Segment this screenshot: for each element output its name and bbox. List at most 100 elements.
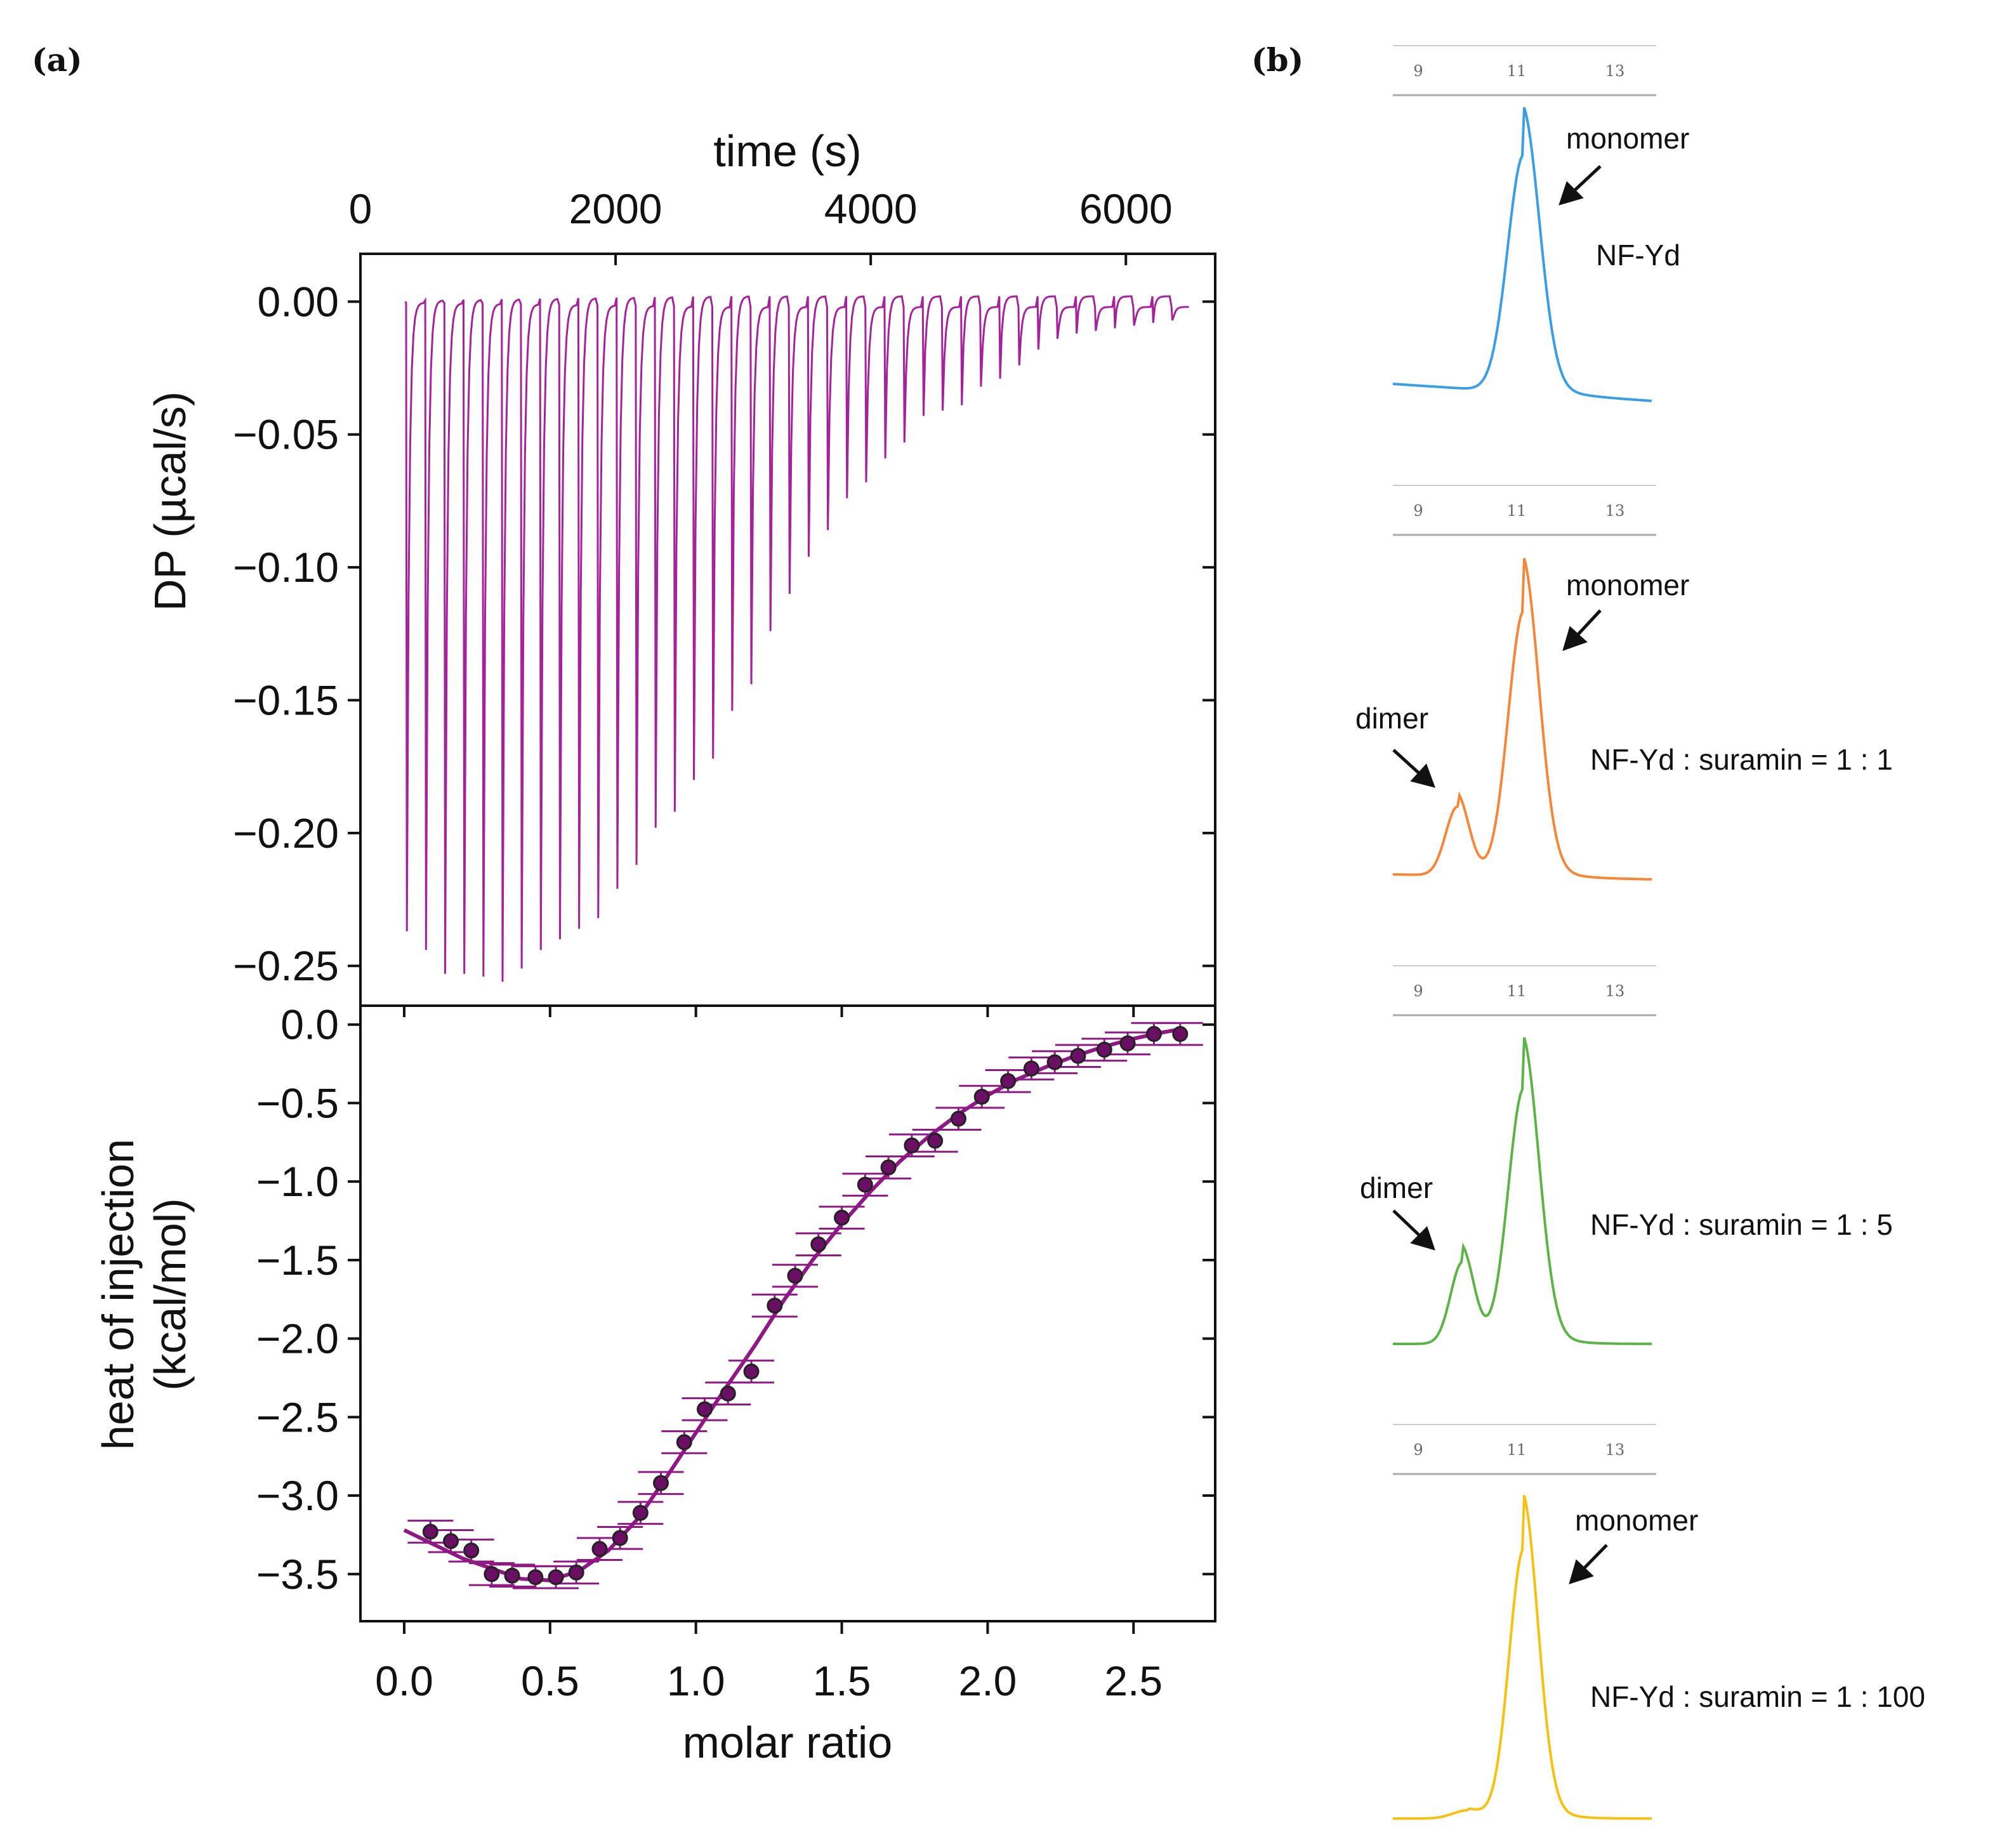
sec-trace-3 xyxy=(1393,1037,1652,1345)
annotation-dimer-2: dimer xyxy=(1355,702,1428,735)
annotation-monomer-4: monomer xyxy=(1575,1504,1698,1537)
sec-label-3: NF-Yd : suramin = 1 : 5 xyxy=(1590,1208,1893,1241)
data-point xyxy=(857,1176,873,1193)
data-point xyxy=(484,1566,500,1582)
data-point xyxy=(1046,1054,1063,1070)
isotherm-x-tick-label: 1.5 xyxy=(813,1657,871,1704)
isotherm-x-tick-label: 0.5 xyxy=(521,1657,579,1704)
data-point xyxy=(880,1159,897,1176)
isotherm-y-tick-label: −1.0 xyxy=(256,1158,339,1205)
data-point xyxy=(1023,1060,1039,1077)
isotherm-x-tick-label: 2.5 xyxy=(1104,1657,1163,1704)
data-point xyxy=(904,1137,920,1154)
data-point xyxy=(743,1364,760,1380)
annotation-monomer-1: monomer xyxy=(1566,122,1689,155)
sec-tick-label: 11 xyxy=(1507,982,1527,1000)
data-point xyxy=(1172,1026,1189,1043)
panel-label-a: (a) xyxy=(32,41,82,79)
isotherm-y-tick-label: −2.5 xyxy=(256,1393,339,1440)
data-point xyxy=(973,1089,990,1105)
isotherm-x-label: molar ratio xyxy=(683,1718,893,1767)
itc-thermogram-chart: time (s) DP (µcal/s) 0 2000 4000 6000 0.00 −0… xyxy=(145,126,1216,1007)
data-point xyxy=(834,1209,850,1226)
data-point xyxy=(1070,1048,1086,1064)
data-point xyxy=(527,1569,544,1586)
arrow-monomer-4 xyxy=(1569,1544,1608,1584)
annotation-dimer-3: dimer xyxy=(1360,1171,1433,1204)
arrow-monomer-2 xyxy=(1562,609,1602,651)
sec-trace-4 xyxy=(1393,1494,1652,1820)
isotherm-x-tick-label: 2.0 xyxy=(959,1657,1017,1704)
sec-profiles-panel: 9 11 13 9 11 13 9 11 13 9 11 13 NF-Yd NF-Yd : suram… xyxy=(1355,45,1925,1820)
data-point xyxy=(1119,1035,1136,1051)
thermogram-trace xyxy=(404,295,1189,982)
arrow-dimer-3 xyxy=(1392,1209,1435,1251)
arrow-dimer-2 xyxy=(1392,749,1435,788)
data-point xyxy=(443,1533,459,1549)
data-point xyxy=(591,1541,608,1557)
isotherm-y-label: heat of injection xyxy=(93,1139,143,1450)
data-point xyxy=(950,1110,966,1127)
data-point xyxy=(568,1564,584,1581)
sec-tick-label: 13 xyxy=(1605,502,1625,520)
isotherm-x-tick-label: 0.0 xyxy=(375,1657,433,1704)
isotherm-fit-curve xyxy=(403,1027,1181,1582)
data-point xyxy=(422,1523,438,1540)
sec-tick-label: 9 xyxy=(1413,502,1423,520)
isotherm-y-tick-label: −1.5 xyxy=(256,1237,339,1284)
sec-tick-label: 13 xyxy=(1605,1441,1625,1459)
panel-label-b: (b) xyxy=(1251,41,1303,79)
sec-label-1: NF-Yd xyxy=(1596,239,1680,272)
thermogram-x-tick-label: 0 xyxy=(349,185,372,232)
sec-trace-1 xyxy=(1392,107,1652,402)
sec-tick-label: 13 xyxy=(1605,982,1625,1000)
isotherm-y-label-units: (kcal/mol) xyxy=(145,1198,195,1390)
isotherm-y-tick-label: 0.0 xyxy=(280,1001,339,1048)
thermogram-y-tick-label: 0.00 xyxy=(258,278,339,325)
data-point xyxy=(720,1385,736,1402)
data-point xyxy=(927,1133,944,1149)
isotherm-y-tick-label: −3.5 xyxy=(256,1551,339,1598)
sec-trace-2 xyxy=(1392,558,1652,881)
data-point xyxy=(1096,1041,1112,1058)
thermogram-y-tick-label: −0.15 xyxy=(233,676,339,723)
sec-label-4: NF-Yd : suramin = 1 : 100 xyxy=(1590,1680,1925,1713)
data-point xyxy=(1000,1073,1017,1089)
isotherm-y-tick-label: −2.0 xyxy=(256,1315,339,1362)
thermogram-y-tick-label: −0.05 xyxy=(233,411,339,458)
thermogram-x-label: time (s) xyxy=(713,126,861,176)
data-point xyxy=(1145,1026,1162,1043)
thermogram-y-label: DP (µcal/s) xyxy=(145,391,195,611)
data-point xyxy=(676,1434,692,1451)
arrow-monomer-1 xyxy=(1558,165,1602,206)
thermogram-y-tick-label: −0.25 xyxy=(233,942,339,989)
isotherm-frame xyxy=(359,1004,1216,1622)
thermogram-x-tick-label: 6000 xyxy=(1079,185,1173,232)
sec-tick-label: 11 xyxy=(1507,1441,1527,1459)
sec-label-2: NF-Yd : suramin = 1 : 1 xyxy=(1590,743,1893,776)
data-point xyxy=(504,1567,520,1584)
data-point xyxy=(463,1543,480,1559)
isotherm-y-tick-label: −3.0 xyxy=(256,1472,339,1519)
isotherm-y-tick-label: −0.5 xyxy=(256,1079,339,1126)
data-point xyxy=(612,1530,628,1546)
isotherm-x-tick-label: 1.0 xyxy=(667,1657,725,1704)
thermogram-y-tick-label: −0.20 xyxy=(233,810,339,857)
data-point xyxy=(787,1268,803,1284)
sec-tick-label: 9 xyxy=(1413,1441,1423,1459)
data-point xyxy=(810,1236,827,1253)
sec-tick-label: 13 xyxy=(1605,62,1625,80)
thermogram-y-tick-label: −0.10 xyxy=(233,544,339,591)
sec-tick-label: 11 xyxy=(1507,502,1527,520)
data-point xyxy=(632,1504,649,1521)
data-point xyxy=(548,1569,564,1586)
data-point xyxy=(696,1401,713,1418)
thermogram-x-tick-label: 4000 xyxy=(824,185,918,232)
thermogram-x-tick-label: 2000 xyxy=(569,185,662,232)
sec-tick-label: 9 xyxy=(1413,982,1423,1000)
annotation-monomer-2: monomer xyxy=(1566,569,1689,602)
sec-tick-label: 11 xyxy=(1507,62,1527,80)
data-point xyxy=(767,1298,783,1314)
sec-tick-label: 9 xyxy=(1413,62,1423,80)
